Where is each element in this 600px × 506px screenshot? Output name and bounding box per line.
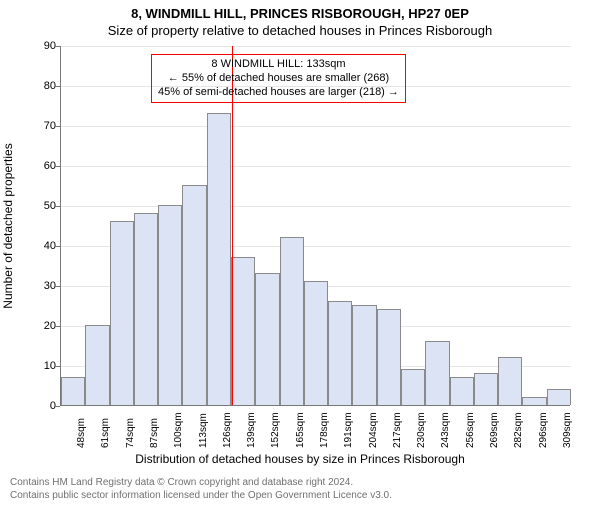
histogram-bar (474, 373, 498, 405)
histogram-bar (207, 113, 231, 405)
chart-area: Number of detached properties 8 WINDMILL… (60, 46, 570, 406)
y-tick-label: 0 (26, 400, 56, 412)
histogram-bar (328, 301, 352, 405)
y-tick-label: 10 (26, 360, 56, 372)
histogram-bar (304, 281, 328, 405)
y-tick-label: 20 (26, 320, 56, 332)
x-tick-label: 100sqm (173, 412, 184, 448)
chart-title-sub: Size of property relative to detached ho… (0, 23, 600, 38)
x-tick-label: 113sqm (198, 413, 209, 448)
histogram-bar (85, 325, 109, 405)
y-tick-label: 50 (26, 200, 56, 212)
x-tick-label: 269sqm (489, 412, 500, 448)
credits-line2: Contains public sector information licen… (10, 489, 590, 502)
histogram-bar (255, 273, 279, 405)
histogram-bar (498, 357, 522, 405)
y-tick-label: 30 (26, 280, 56, 292)
x-tick-label: 309sqm (562, 412, 573, 448)
histogram-bar (522, 397, 546, 405)
x-tick-label: 61sqm (100, 418, 111, 448)
x-tick-label: 217sqm (392, 412, 403, 448)
x-tick-label: 191sqm (343, 412, 354, 448)
x-tick-label: 256sqm (465, 412, 476, 448)
y-tick-label: 80 (26, 80, 56, 92)
x-tick-label: 87sqm (149, 418, 160, 448)
x-tick-label: 152sqm (270, 412, 281, 448)
annotation-line2: ← 55% of detached houses are smaller (26… (158, 72, 399, 86)
credits: Contains HM Land Registry data © Crown c… (10, 476, 590, 502)
annotation-line3: 45% of semi-detached houses are larger (… (158, 86, 399, 100)
histogram-bar (425, 341, 449, 405)
x-tick-label: 178sqm (319, 412, 330, 448)
histogram-bar (110, 221, 134, 405)
histogram-bar (377, 309, 401, 405)
histogram-bar (158, 205, 182, 405)
histogram-bar (134, 213, 158, 405)
histogram-bar (352, 305, 376, 405)
x-tick-label: 296sqm (538, 412, 549, 448)
annotation-line1: 8 WINDMILL HILL: 133sqm (158, 58, 399, 72)
chart-title-main: 8, WINDMILL HILL, PRINCES RISBOROUGH, HP… (0, 6, 600, 21)
x-tick-label: 230sqm (416, 412, 427, 448)
histogram-bar (280, 237, 304, 405)
plot-area: 8 WINDMILL HILL: 133sqm ← 55% of detache… (60, 46, 570, 406)
histogram-bar (231, 257, 255, 405)
x-tick-label: 282sqm (513, 412, 524, 448)
annotation-box: 8 WINDMILL HILL: 133sqm ← 55% of detache… (151, 54, 406, 103)
y-tick-label: 60 (26, 160, 56, 172)
histogram-bar (450, 377, 474, 405)
y-axis-label: Number of detached properties (1, 143, 15, 308)
y-tick-label: 40 (26, 240, 56, 252)
x-tick-label: 139sqm (246, 412, 257, 448)
histogram-bar (61, 377, 85, 405)
x-axis-label: Distribution of detached houses by size … (0, 452, 600, 466)
histogram-bar (401, 369, 425, 405)
x-tick-label: 74sqm (125, 418, 136, 448)
histogram-bar (182, 185, 206, 405)
x-tick-label: 126sqm (222, 412, 233, 448)
x-tick-label: 165sqm (295, 412, 306, 448)
x-tick-label: 48sqm (76, 418, 87, 448)
x-tick-label: 243sqm (440, 412, 451, 448)
credits-line1: Contains HM Land Registry data © Crown c… (10, 476, 590, 489)
y-tick-label: 90 (26, 40, 56, 52)
y-tick-label: 70 (26, 120, 56, 132)
histogram-bar (547, 389, 571, 405)
x-tick-label: 204sqm (368, 412, 379, 448)
